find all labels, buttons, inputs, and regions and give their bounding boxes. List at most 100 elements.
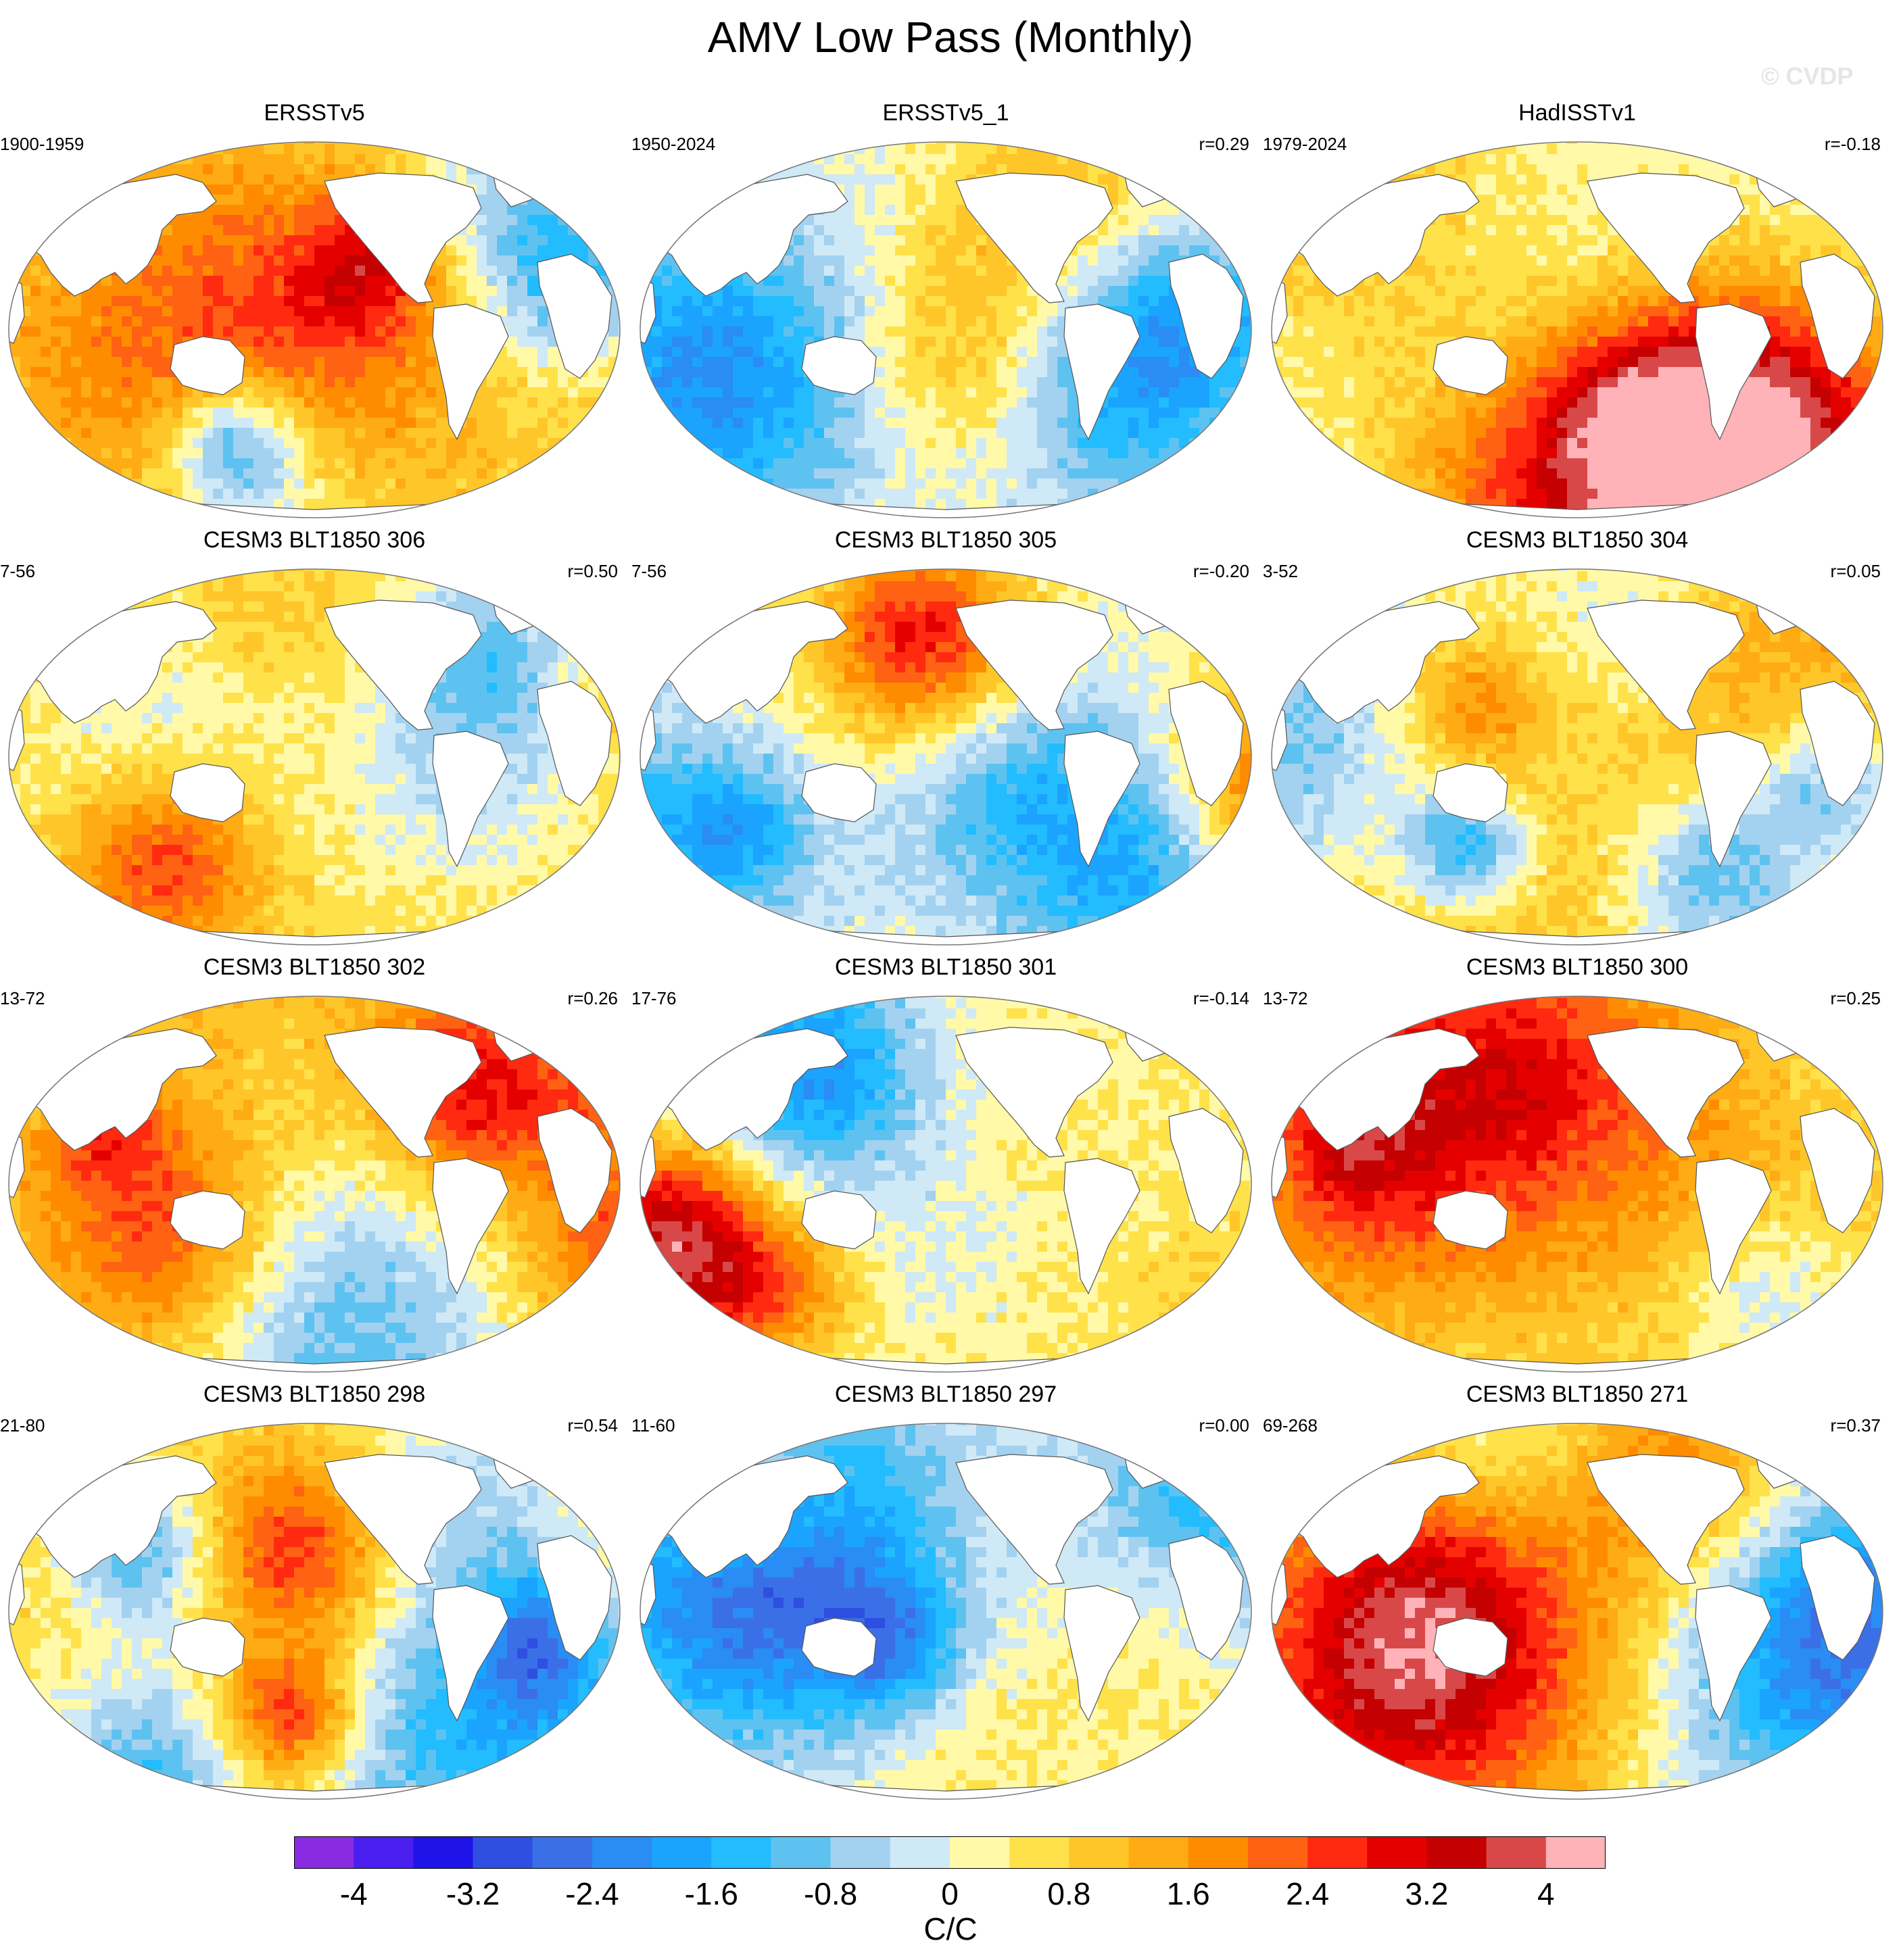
sst-cell: [284, 326, 295, 337]
sst-cell: [1027, 337, 1038, 347]
sst-cell: [1128, 458, 1139, 469]
sst-cell: [925, 235, 936, 246]
sst-cell: [223, 266, 234, 276]
sst-cell: [61, 387, 72, 398]
sst-cell: [936, 438, 946, 449]
sst-cell: [1118, 245, 1129, 256]
sst-cell: [885, 326, 896, 337]
sst-cell: [1088, 509, 1099, 518]
sst-cell: [1017, 428, 1028, 439]
sst-cell: [122, 489, 133, 499]
sst-cell: [416, 448, 427, 459]
sst-cell: [101, 418, 112, 428]
sst-cell: [598, 438, 609, 449]
sst-cell: [692, 154, 703, 165]
sst-cell: [335, 438, 345, 449]
sst-cell: [152, 509, 163, 518]
sst-cell: [71, 387, 82, 398]
sst-cell: [548, 215, 558, 226]
sst-cell: [598, 144, 609, 155]
sst-cell: [608, 185, 619, 195]
sst-cell: [1118, 428, 1129, 439]
sst-cell: [274, 408, 285, 418]
sst-cell: [152, 286, 163, 297]
sst-cell: [395, 296, 406, 307]
sst-cell: [274, 458, 285, 469]
panel-title: ERSSTv5: [0, 100, 629, 126]
sst-cell: [101, 306, 112, 317]
sst-cell: [314, 205, 325, 216]
sst-cell: [1118, 144, 1129, 155]
sst-cell: [682, 489, 693, 499]
sst-cell: [986, 142, 997, 145]
sst-cell: [702, 164, 713, 175]
sst-cell: [101, 428, 112, 439]
sst-cell: [254, 367, 264, 378]
sst-cell: [527, 144, 538, 155]
sst-cell: [1037, 164, 1048, 175]
sst-cell: [1047, 367, 1058, 378]
sst-cell: [608, 489, 619, 499]
sst-cell: [365, 387, 376, 398]
sst-cell: [345, 367, 356, 378]
sst-cell: [20, 337, 31, 347]
sst-cell: [844, 245, 855, 256]
sst-cell: [652, 468, 663, 479]
sst-cell: [1149, 144, 1159, 155]
sst-cell: [1179, 245, 1190, 256]
sst-cell: [264, 164, 274, 175]
sst-cell: [41, 296, 51, 307]
sst-cell: [294, 174, 305, 185]
sst-cell: [608, 428, 619, 439]
sst-cell: [477, 144, 487, 155]
sst-cell: [743, 357, 754, 368]
sst-cell: [619, 479, 620, 489]
sst-cell: [662, 367, 673, 378]
sst-cell: [41, 458, 51, 469]
sst-cell: [763, 337, 774, 347]
sst-cell: [1057, 142, 1068, 145]
sst-cell: [1138, 326, 1149, 337]
sst-cell: [213, 438, 224, 449]
sst-cell: [436, 438, 447, 449]
sst-cell: [284, 255, 295, 266]
sst-cell: [895, 286, 906, 297]
sst-cell: [1220, 185, 1230, 195]
sst-cell: [375, 458, 386, 469]
sst-cell: [497, 377, 508, 388]
sst-cell: [223, 205, 234, 216]
sst-cell: [203, 306, 214, 317]
sst-cell: [51, 195, 62, 205]
sst-cell: [794, 266, 804, 276]
sst-cell: [487, 479, 498, 489]
sst-cell: [466, 245, 477, 256]
sst-cell: [101, 276, 112, 287]
sst-cell: [497, 235, 508, 246]
sst-cell: [20, 428, 31, 439]
sst-cell: [30, 225, 41, 236]
sst-cell: [243, 195, 254, 205]
sst-cell: [335, 255, 345, 266]
sst-cell: [294, 408, 305, 418]
sst-cell: [203, 418, 214, 428]
sst-cell: [905, 479, 916, 489]
sst-cell: [713, 337, 723, 347]
sst-cell: [1078, 448, 1088, 459]
sst-cell: [335, 387, 345, 398]
sst-cell: [112, 448, 122, 459]
sst-cell: [284, 489, 295, 499]
sst-cell: [925, 154, 936, 165]
sst-cell: [885, 266, 896, 276]
sst-map: [1271, 141, 1883, 518]
sst-cell: [885, 205, 896, 216]
sst-cell: [172, 235, 183, 246]
sst-cell: [652, 205, 663, 216]
sst-cell: [640, 448, 642, 459]
sst-cell: [844, 479, 855, 489]
sst-cell: [773, 337, 784, 347]
sst-cell: [274, 306, 285, 317]
sst-cell: [763, 458, 774, 469]
sst-cell: [142, 326, 153, 337]
sst-cell: [274, 448, 285, 459]
sst-cell: [956, 154, 967, 165]
